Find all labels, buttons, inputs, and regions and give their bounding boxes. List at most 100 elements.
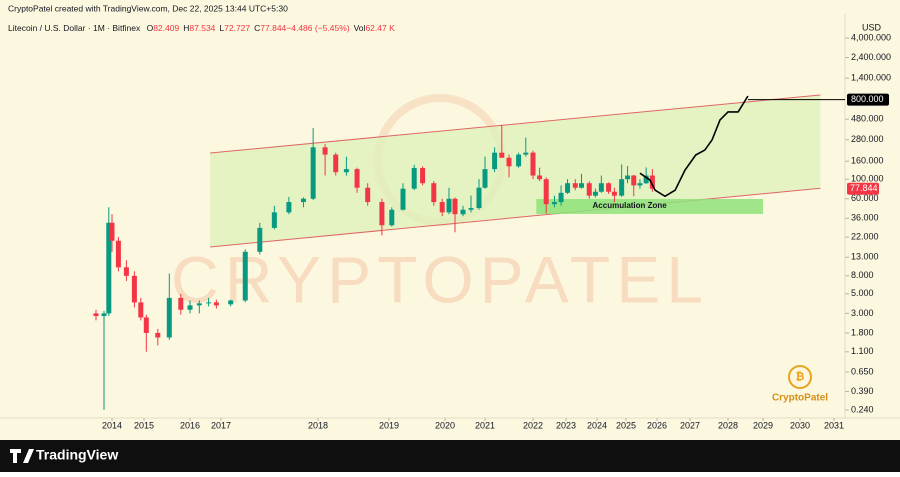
projection-line — [639, 95, 749, 198]
legend-value: −4.486 (−5.45%) — [286, 23, 349, 33]
candle-body — [476, 187, 482, 209]
candle-body — [143, 317, 149, 333]
candle-body — [530, 152, 536, 176]
y-tick-label: 160.000 — [851, 156, 884, 166]
candle-body — [523, 152, 529, 155]
candle-body — [420, 167, 426, 184]
symbol: Litecoin / U.S. Dollar · 1M · Bitfinex — [8, 23, 141, 33]
y-tick-label: 0.240 — [851, 404, 874, 414]
y-tick-label: 36.000 — [851, 213, 879, 223]
legend-key: L — [219, 23, 224, 33]
candle-body — [187, 305, 193, 310]
candle-body — [257, 227, 263, 252]
candle-body — [452, 198, 458, 215]
candle-body — [300, 198, 306, 203]
candle-body — [598, 183, 604, 192]
x-tick-label: 2014 — [102, 420, 122, 430]
y-tick-label: 3.000 — [851, 308, 874, 318]
credit: CryptoPatel created with TradingView.com… — [8, 3, 288, 13]
candle-body — [572, 183, 578, 188]
candle-body — [551, 202, 557, 205]
y-tick-label: 1.800 — [851, 327, 874, 337]
channel-fill — [210, 94, 821, 247]
candle-body — [333, 154, 339, 173]
candle-body — [492, 152, 498, 170]
candle-body — [592, 191, 598, 196]
y-tick-label: 8.000 — [851, 270, 874, 280]
x-tick-label: 2029 — [753, 420, 773, 430]
x-tick-label: 2021 — [475, 420, 495, 430]
candle-body — [379, 202, 385, 226]
candle-body — [322, 147, 328, 155]
candle-body — [354, 169, 360, 188]
candle-body — [506, 157, 512, 167]
last-price-box — [847, 182, 879, 195]
candle-body — [482, 169, 488, 188]
candle-body — [611, 191, 617, 196]
back-layer: CRYPTOPATEL — [171, 94, 821, 316]
footer-logo — [10, 449, 34, 463]
target-box — [847, 93, 889, 106]
accumulation-zone — [536, 198, 763, 214]
candle-body — [499, 152, 505, 158]
y-tick-label: 0.650 — [851, 366, 874, 376]
candle-body — [516, 154, 522, 167]
candle-body — [271, 212, 277, 228]
candle-body — [389, 209, 395, 226]
candle-body — [228, 300, 234, 305]
candle-body — [365, 187, 371, 203]
x-tick-label: 2026 — [647, 420, 667, 430]
legend-key: O — [147, 23, 154, 33]
candle-body — [109, 222, 115, 241]
last-price-label: 77.844 — [850, 183, 878, 193]
candle-body — [637, 183, 643, 186]
candle-body — [411, 167, 417, 189]
candle-body — [131, 275, 137, 303]
candle-body — [579, 183, 584, 188]
currency: USD — [862, 22, 882, 32]
x-tick-label: 2018 — [308, 420, 328, 430]
legend-value: 82.409 — [153, 23, 179, 33]
y-tick-label: 280.000 — [851, 134, 884, 144]
candle-body — [460, 209, 466, 215]
logo-icon — [788, 365, 812, 389]
channel-upper — [210, 94, 821, 154]
x-tick-label: 2019 — [379, 420, 399, 430]
x-tick-label: 2022 — [523, 420, 543, 430]
candle-body — [310, 147, 316, 199]
candle-body — [242, 251, 248, 301]
y-tick-label: 4,000.000 — [851, 32, 891, 42]
footer-brand: TradingView — [36, 447, 118, 463]
candle-body — [543, 179, 549, 205]
candle-body — [643, 175, 649, 184]
candle-body — [213, 302, 219, 306]
legend-value: 77.844 — [260, 23, 286, 33]
candle-body — [649, 175, 655, 189]
candle-body — [196, 303, 202, 306]
candle-body — [625, 175, 631, 180]
candle-body — [446, 198, 452, 213]
candle-body — [343, 169, 349, 173]
candle-body — [138, 302, 144, 318]
y-tick-label: 5.000 — [851, 288, 874, 298]
candle-body — [439, 202, 445, 213]
y-tick-label: 13.000 — [851, 252, 879, 262]
target-label: 800.000 — [851, 94, 884, 104]
legend-key: Vol — [354, 23, 366, 33]
candle-body — [286, 202, 292, 213]
x-tick-label: 2028 — [718, 420, 738, 430]
candle-body — [106, 222, 112, 314]
x-tick-label: 2027 — [680, 420, 700, 430]
footer-bar — [0, 440, 900, 472]
y-tick-label: 22.000 — [851, 232, 879, 242]
candle-body — [123, 267, 129, 276]
candle-body — [619, 179, 625, 196]
logo-glyph: ₿ — [796, 371, 805, 383]
y-tick-label: 1,400.000 — [851, 73, 891, 83]
watermark: CRYPTOPATEL — [171, 242, 709, 316]
y-tick-label: 2,400.000 — [851, 52, 891, 62]
candle-body — [558, 192, 564, 203]
x-tick-label: 2031 — [824, 420, 844, 430]
candle-body — [155, 332, 161, 338]
x-tick-label: 2017 — [211, 420, 231, 430]
